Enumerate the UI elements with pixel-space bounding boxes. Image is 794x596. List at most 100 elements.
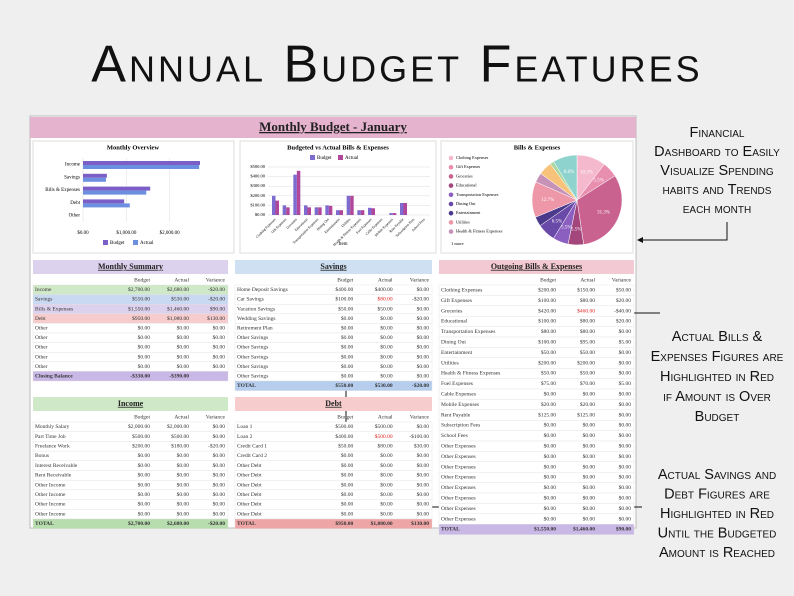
legend-swatch xyxy=(448,210,454,216)
column-header: Budget xyxy=(337,414,353,420)
row-label: Other Savings xyxy=(237,373,268,379)
annotation: Highlighted in Red xyxy=(660,369,774,385)
table-cell: $0.00 xyxy=(544,515,557,522)
table-title: Monthly Summary xyxy=(98,262,163,271)
y-tick-label: $400.00 xyxy=(250,174,265,179)
table-cell: $500.00 xyxy=(171,433,189,440)
row-label: Other Expenses xyxy=(441,506,476,512)
bar xyxy=(346,195,351,215)
annotation: each month xyxy=(683,201,751,217)
table-cell: $2,000.00 xyxy=(128,423,150,430)
row-label: Rent Payable xyxy=(441,412,471,418)
bar xyxy=(293,174,297,215)
table-row xyxy=(32,450,229,462)
table-cell: $0.00 xyxy=(380,372,393,379)
table-cell: -$390.00 xyxy=(169,372,189,379)
legend-swatch xyxy=(448,229,454,234)
bar xyxy=(336,210,340,215)
table-cell: $0.00 xyxy=(417,501,430,508)
table-cell: $0.00 xyxy=(341,472,354,479)
bar xyxy=(83,190,147,195)
table-cell: $0.00 xyxy=(177,363,190,370)
table-cell: $0.00 xyxy=(417,286,430,293)
table-cell: $20.00 xyxy=(541,401,556,408)
table-cell: $0.00 xyxy=(583,494,596,501)
table-cell: $0.00 xyxy=(177,334,190,341)
row-label: Other Expenses xyxy=(441,454,476,460)
table-row xyxy=(438,524,635,535)
table-cell: $0.00 xyxy=(417,510,430,517)
table-cell: $0.00 xyxy=(380,491,393,498)
bar xyxy=(403,203,407,215)
table-cell: $2,700.00 xyxy=(128,520,150,527)
table-cell: $0.00 xyxy=(544,474,557,481)
table-cell: $0.00 xyxy=(583,484,596,491)
table-cell: $0.00 xyxy=(619,411,632,418)
row-label: Other Income xyxy=(35,511,66,517)
column-header: Budget xyxy=(540,277,556,283)
row-label: Other Income xyxy=(35,482,66,488)
annotation: Actual Bills & xyxy=(672,329,763,345)
table-cell: $500.00 xyxy=(375,423,393,430)
table-cell: $100.00 xyxy=(538,297,556,304)
annotation: Highlighted in Red xyxy=(660,506,774,522)
table-cell: $0.00 xyxy=(213,353,226,360)
table-cell: $0.00 xyxy=(583,453,596,460)
legend-swatch xyxy=(103,240,108,245)
table-cell: $0.00 xyxy=(138,363,151,370)
row-label: Other Expenses xyxy=(441,443,476,449)
row-label: Other Savings xyxy=(237,345,268,351)
table-cell: -$20.00 xyxy=(208,286,225,293)
slice-label: 6.5% xyxy=(552,219,562,224)
table-cell: $20.00 xyxy=(616,318,631,325)
table-row xyxy=(438,357,635,369)
table-cell: $0.00 xyxy=(583,505,596,512)
row-label: Savings xyxy=(35,297,52,303)
table-cell: $0.00 xyxy=(138,353,151,360)
table-cell: -$20.00 xyxy=(208,520,225,527)
row-label: Part Time Job xyxy=(35,434,66,440)
table-cell: $0.00 xyxy=(341,452,354,459)
table-cell: $30.00 xyxy=(414,443,429,450)
table-cell: $2,680.00 xyxy=(167,286,189,293)
table-cell: $0.00 xyxy=(417,481,430,488)
y-tick-label: Savings xyxy=(64,175,80,180)
row-label: Health & Fitness Expenses xyxy=(441,371,500,377)
row-label: TOTAL xyxy=(441,527,460,533)
table-cell: $125.00 xyxy=(538,411,556,418)
table-cell: $420.00 xyxy=(538,307,556,314)
bar xyxy=(360,210,365,215)
table-cell: $100.00 xyxy=(538,338,556,345)
row-label: Other Expenses xyxy=(441,516,476,522)
table-cell: $0.00 xyxy=(417,334,430,341)
table-row xyxy=(234,499,433,510)
table-cell: $0.00 xyxy=(380,363,393,370)
table-cell: $1,080.00 xyxy=(371,520,393,527)
table-row xyxy=(234,518,433,529)
sheet-header xyxy=(30,117,636,138)
table-cell: $0.00 xyxy=(341,334,354,341)
row-label: Interest Receivable xyxy=(35,463,78,469)
table-cell: $90.00 xyxy=(616,526,631,533)
row-label: Educational xyxy=(441,319,468,325)
table-cell: $0.00 xyxy=(213,462,226,469)
table-cell: $0.00 xyxy=(544,442,557,449)
legend-swatch xyxy=(310,155,315,160)
table-cell: $0.00 xyxy=(213,324,226,331)
y-tick-label: $100.00 xyxy=(250,202,265,207)
table-cell: $0.00 xyxy=(583,474,596,481)
table-cell: -$40.00 xyxy=(614,307,631,314)
legend-label: Groceries xyxy=(456,173,473,178)
legend-swatch xyxy=(133,240,138,245)
table-cell: $0.00 xyxy=(619,432,632,439)
legend-more: 1 more xyxy=(451,241,464,246)
table-cell: $400.00 xyxy=(375,286,393,293)
table-cell: $500.00 xyxy=(375,433,393,440)
slice-label: 5.5% xyxy=(561,225,571,230)
table-cell: $0.00 xyxy=(619,463,632,470)
table-cell: $0.00 xyxy=(177,353,190,360)
legend-label: Entertainment xyxy=(456,210,481,215)
table-cell: -$20.00 xyxy=(208,296,225,303)
table-cell: $0.00 xyxy=(213,501,226,508)
